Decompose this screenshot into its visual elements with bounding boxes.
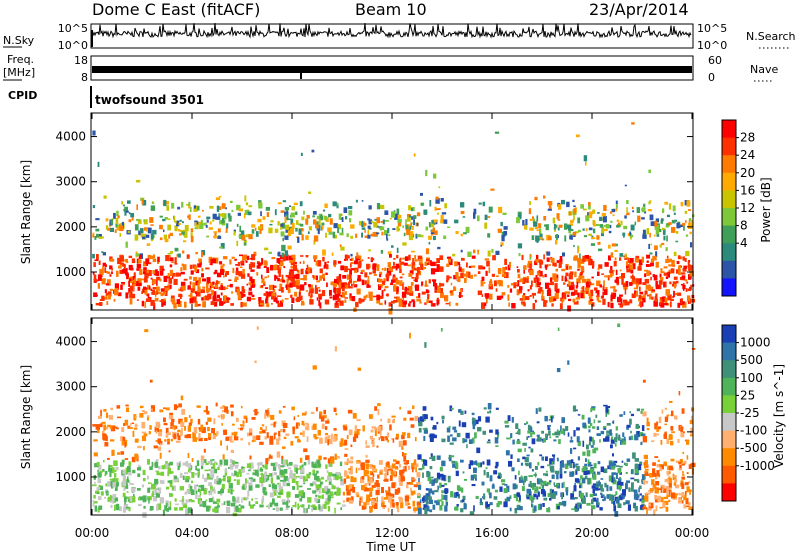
freq-tick-bottom: 8: [81, 71, 88, 84]
x-tick-label: 12:00: [375, 526, 410, 540]
colorbar-tick-label: 1000: [740, 336, 771, 350]
colorbar-tick-label: -100: [740, 424, 767, 438]
nsky-label: N.Sky: [3, 34, 35, 47]
freq-label-1: Freq.: [7, 53, 34, 66]
colorbar-tick-label: -500: [740, 441, 767, 455]
velocity-panel: 4000 3000 2000 1000 Slant Range [km] 1000 50…: [19, 317, 786, 518]
x-tick-label: 08:00: [275, 526, 310, 540]
cpid-label: CPID: [8, 89, 37, 102]
x-tick-label: 16:00: [475, 526, 510, 540]
colorbar-swatch: [722, 377, 736, 396]
colorbar-swatch: [722, 325, 736, 344]
colorbar-swatch: [722, 360, 736, 379]
y-tick-label: 2000: [55, 220, 86, 234]
colorbar-tick-label: 25: [740, 388, 755, 402]
colorbar-swatch: [722, 260, 736, 279]
power-panel: 4000 3000 2000 1000 Slant Range [km] 28 24 20…: [19, 112, 773, 315]
date-title: 23/Apr/2014: [589, 0, 689, 19]
colorbar-swatch: [722, 155, 736, 174]
colorbar-swatch: [722, 413, 736, 432]
power-yticks: 4000 3000 2000 1000: [55, 130, 693, 279]
nsky-tick-bottom: 10^0: [58, 39, 88, 52]
power-colorbar-label: Power [dB]: [759, 177, 773, 242]
beam-title: Beam 10: [355, 0, 427, 19]
colorbar-tick-label: 4: [740, 236, 748, 250]
power-data: [92, 122, 696, 315]
nave-tick-top: 60: [708, 54, 722, 67]
x-axis-label: Time UT: [365, 540, 416, 554]
freq-label-2: [MHz]: [3, 66, 35, 79]
colorbar-swatch: [722, 172, 736, 191]
colorbar-swatch: [722, 483, 736, 502]
colorbar-swatch: [722, 243, 736, 262]
nave-tick-bottom: 0: [708, 71, 715, 84]
cpid-value: twofsound 3501: [95, 93, 204, 107]
colorbar-tick-label: 20: [740, 166, 755, 180]
colorbar-tick-label: -1000: [740, 459, 775, 473]
colorbar-tick-label: 16: [740, 183, 755, 197]
x-axis: 00:00 04:00 08:00 12:00 16:00 20:00 00:00: [75, 113, 710, 540]
nsky-tick-top: 10^5: [58, 22, 88, 35]
colorbar-swatch: [722, 278, 736, 297]
nsky-strip: N.Sky 10^5 10^0 10^5 10^0 N.Search: [3, 22, 796, 52]
colorbar-swatch: [722, 137, 736, 156]
y-tick-label: 4000: [55, 130, 86, 144]
colorbar-swatch: [722, 190, 736, 209]
colorbar-tick-label: 8: [740, 219, 748, 233]
freq-tick-top: 18: [74, 54, 88, 67]
colorbar-swatch: [722, 120, 736, 139]
power-y-label: Slant Range [km]: [19, 160, 33, 264]
y-tick-label: 4000: [55, 335, 86, 349]
colorbar-tick-label: 28: [740, 131, 755, 145]
colorbar-swatch: [722, 225, 736, 244]
x-tick-label: 00:00: [75, 526, 110, 540]
x-tick-label: 20:00: [575, 526, 610, 540]
velocity-colorbar-label: Velocity [m s^-1]: [772, 364, 786, 468]
colorbar-swatch: [722, 395, 736, 414]
velocity-data: [92, 323, 696, 518]
colorbar-swatch: [722, 448, 736, 467]
y-tick-label: 2000: [55, 425, 86, 439]
nsearch-tick-top: 10^5: [697, 22, 727, 35]
colorbar-swatch: [722, 430, 736, 449]
colorbar-tick-label: 12: [740, 201, 755, 215]
colorbar-swatch: [722, 465, 736, 484]
nave-label: Nave: [750, 63, 778, 76]
y-tick-label: 1000: [55, 470, 86, 484]
colorbar-tick-label: 24: [740, 148, 755, 162]
nsky-trace: [91, 22, 692, 39]
velocity-y-label: Slant Range [km]: [19, 365, 33, 469]
y-tick-label: 1000: [55, 265, 86, 279]
y-tick-label: 3000: [55, 175, 86, 189]
freq-trace: [92, 66, 692, 73]
colorbar-tick-label: 100: [740, 371, 763, 385]
y-tick-label: 3000: [55, 380, 86, 394]
x-tick-label: 00:00: [675, 526, 710, 540]
power-colorbar: 28 24 20 16 12 8 4: [721, 119, 755, 297]
freq-strip: Freq. [MHz] 18 8 60 0 Nave: [3, 53, 778, 84]
velocity-yticks: 4000 3000 2000 1000: [55, 335, 693, 484]
nsearch-label: N.Search: [746, 30, 796, 43]
colorbar-swatch: [722, 208, 736, 227]
x-tick-label: 04:00: [175, 526, 210, 540]
colorbar-tick-label: -25: [740, 406, 760, 420]
colorbar-tick-label: 500: [740, 353, 763, 367]
colorbar-swatch: [722, 342, 736, 361]
station-title: Dome C East (fitACF): [92, 0, 260, 19]
velocity-colorbar: 1000 500 100 25 -25 -100 -500 -1000: [721, 324, 775, 502]
nsearch-tick-bottom: 10^0: [697, 39, 727, 52]
